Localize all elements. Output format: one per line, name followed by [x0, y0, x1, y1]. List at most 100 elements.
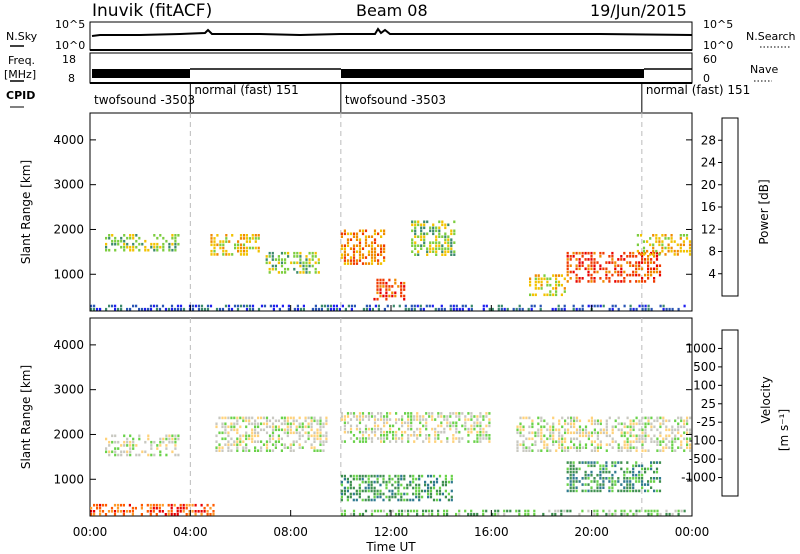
echo-cell	[447, 480, 450, 484]
echo-cell	[227, 440, 230, 443]
echo-cell	[388, 477, 391, 481]
echo-cell	[626, 425, 629, 429]
echo-cell	[596, 483, 599, 486]
nsky-tick-bottom: 10^0	[55, 39, 85, 52]
echo-cell	[346, 495, 349, 499]
echo-cell	[522, 440, 525, 443]
echo-cell	[325, 440, 328, 443]
echo-cell	[429, 247, 432, 250]
echo-cell	[126, 453, 129, 457]
echo-cell	[113, 513, 117, 516]
echo-cell	[280, 261, 284, 265]
echo-cell	[225, 253, 228, 256]
echo-cell	[671, 307, 674, 311]
echo-cell	[620, 467, 623, 471]
echo-cell	[386, 430, 389, 434]
echo-cell	[257, 431, 260, 435]
echo-cell	[581, 251, 584, 255]
echo-cell	[623, 440, 626, 443]
echo-cell	[257, 440, 260, 443]
echo-cell	[689, 443, 692, 446]
echo-cell	[470, 415, 473, 418]
echo-cell	[313, 431, 316, 435]
echo-cell	[349, 238, 353, 241]
echo-cell	[257, 449, 260, 452]
echo-cell	[638, 304, 641, 308]
echo-cell	[488, 418, 491, 421]
echo-cell	[358, 253, 362, 256]
echo-cell	[248, 422, 251, 426]
echo-cell	[414, 247, 417, 250]
echo-cell	[566, 489, 569, 493]
echo-cell	[395, 440, 398, 443]
echo-cell	[230, 416, 233, 420]
echo-cell	[427, 495, 430, 499]
echo-cell	[412, 480, 415, 484]
echo-cell	[370, 253, 374, 256]
echo-cell	[132, 440, 135, 444]
echo-cell	[410, 304, 413, 308]
echo-cell	[449, 421, 452, 425]
echo-cell	[449, 424, 452, 428]
echo-cell	[418, 498, 421, 502]
echo-cell	[437, 509, 440, 513]
echo-cell	[138, 307, 141, 311]
echo-cell	[573, 431, 576, 435]
echo-cell	[144, 307, 147, 311]
echo-cell	[661, 246, 664, 250]
echo-cell	[605, 273, 608, 277]
echo-cell	[599, 422, 602, 426]
echo-cell	[533, 304, 536, 308]
echo-cell	[383, 229, 386, 233]
echo-cell	[441, 247, 444, 250]
echo-cell	[455, 512, 458, 516]
echo-cell	[298, 416, 301, 420]
echo-cell	[626, 449, 629, 452]
echo-cell	[200, 304, 204, 308]
echo-cell	[572, 251, 575, 255]
echo-cell	[355, 427, 359, 431]
echo-cell	[441, 244, 444, 247]
echo-cell	[271, 431, 275, 435]
echo-cell	[656, 416, 659, 420]
echo-cell	[105, 245, 108, 249]
echo-cell	[242, 434, 245, 438]
echo-cell	[182, 307, 186, 311]
echo-cell	[677, 428, 680, 432]
echo-cell	[379, 288, 382, 291]
echo-cell	[171, 236, 174, 240]
echo-cell	[611, 489, 614, 493]
echo-cell	[620, 434, 623, 438]
echo-cell	[455, 415, 458, 418]
echo-cell	[655, 467, 659, 471]
echo-cell	[491, 512, 494, 516]
echo-cell	[370, 247, 374, 250]
echo-cell	[599, 473, 602, 477]
echo-cell	[239, 234, 243, 237]
echo-cell	[626, 470, 629, 474]
echo-cell	[218, 416, 221, 420]
echo-cell	[620, 280, 623, 283]
echo-cell	[236, 449, 239, 452]
echo-cell	[635, 273, 638, 277]
echo-cell	[578, 277, 581, 280]
echo-cell	[491, 307, 494, 311]
echo-cell	[340, 232, 343, 236]
echo-cell	[251, 307, 255, 311]
echo-cell	[590, 264, 593, 267]
echo-cell	[419, 415, 422, 418]
nsearch-label: N.Search	[746, 30, 796, 43]
echo-cell	[567, 431, 570, 435]
echo-cell	[248, 434, 251, 438]
echo-cell	[410, 412, 413, 415]
echo-cell	[313, 449, 316, 452]
echo-cell	[485, 415, 488, 418]
echo-cell	[400, 483, 403, 487]
echo-cell	[409, 480, 412, 484]
echo-cell	[647, 422, 650, 426]
echo-cell	[638, 437, 641, 441]
echo-cell	[296, 255, 299, 258]
echo-cell	[516, 446, 519, 449]
echo-cell	[552, 287, 555, 290]
echo-cell	[464, 424, 467, 428]
